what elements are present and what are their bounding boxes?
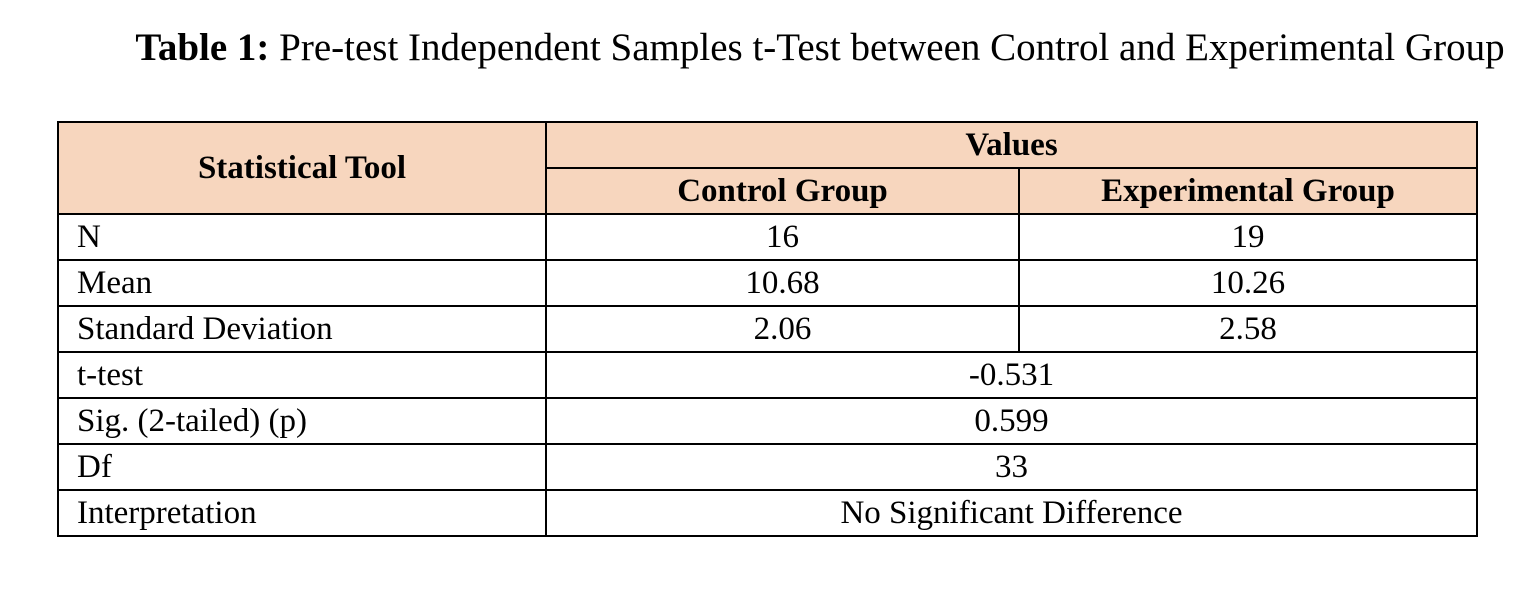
row-label: Sig. (2-tailed) (p) — [57, 397, 547, 445]
header-row-top: Statistical Tool Values — [57, 121, 1479, 215]
merged-value: 0.599 — [544, 397, 1479, 445]
row-label: Mean — [57, 259, 547, 307]
header-experimental-group: Experimental Group — [1017, 167, 1479, 215]
caption-text: Pre-test Independent Samples t-Test betw… — [269, 26, 1505, 69]
header-control-group: Control Group — [545, 167, 1020, 215]
header-row-groups: Control Group Experimental Group — [58, 167, 1479, 215]
row-label: Standard Deviation — [57, 305, 547, 353]
table-row: Df 33 — [57, 443, 1479, 491]
table-row: Interpretation No Significant Difference — [57, 489, 1479, 537]
table-row: Mean 10.68 10.26 — [57, 259, 1479, 307]
control-value: 2.06 — [545, 305, 1020, 353]
row-label: Interpretation — [57, 489, 547, 537]
control-value: 10.68 — [545, 259, 1020, 307]
row-label: N — [57, 213, 547, 261]
table-caption: Table 1: Pre-test Independent Samples t-… — [100, 24, 1540, 72]
merged-value: No Significant Difference — [544, 489, 1479, 537]
table-row: Sig. (2-tailed) (p) 0.599 — [57, 397, 1479, 445]
control-value: 16 — [545, 213, 1020, 261]
experimental-value: 2.58 — [1017, 305, 1479, 353]
merged-value: 33 — [544, 443, 1479, 491]
header-values: Values — [544, 121, 1479, 169]
caption-label: Table 1: — [135, 26, 270, 69]
header-statistical-tool: Statistical Tool — [57, 121, 547, 215]
table-row: t-test -0.531 — [57, 351, 1479, 399]
merged-value: -0.531 — [544, 351, 1479, 399]
row-label: Df — [57, 443, 547, 491]
table-row: N 16 19 — [57, 213, 1479, 261]
experimental-value: 19 — [1017, 213, 1479, 261]
experimental-value: 10.26 — [1017, 259, 1479, 307]
row-label: t-test — [57, 351, 547, 399]
t-test-table: Statistical Tool Values Control Group Ex… — [57, 121, 1479, 537]
table-row: Standard Deviation 2.06 2.58 — [57, 305, 1479, 353]
